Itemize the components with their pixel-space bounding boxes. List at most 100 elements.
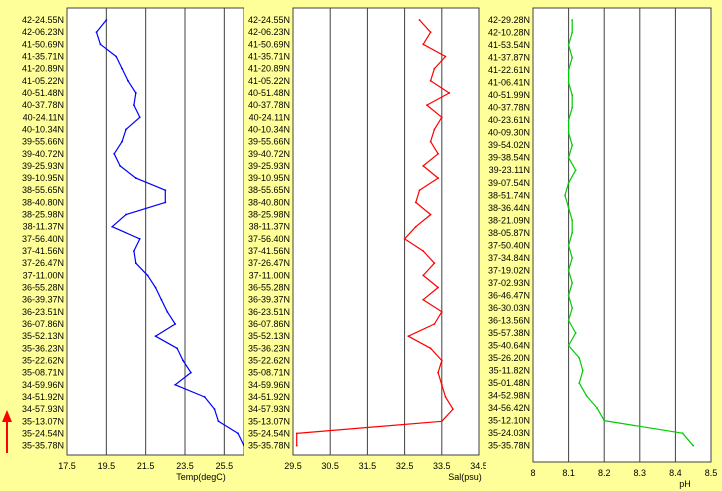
y-tick-label: 39-10.95N: [22, 173, 64, 183]
y-tick-label: 36-55.28N: [248, 283, 290, 293]
y-tick-label: 35-22.62N: [22, 355, 64, 365]
data-point: [422, 298, 425, 301]
data-point: [121, 140, 123, 143]
x-tick-label: 29.5: [284, 461, 302, 471]
y-tick-label: 38-11.37N: [249, 222, 290, 232]
data-point: [692, 444, 695, 447]
y-tick-label: 36-07.86N: [22, 319, 64, 329]
data-point: [596, 407, 598, 410]
data-point: [571, 56, 574, 59]
data-point: [571, 307, 574, 309]
data-point: [115, 55, 118, 58]
y-tick-label: 35-35.78N: [22, 441, 64, 451]
data-point: [127, 79, 129, 82]
y-tick-label: 37-26.47N: [22, 258, 64, 268]
data-point: [132, 250, 135, 252]
y-tick-label: 34-52.98N: [488, 391, 530, 401]
y-tick-label: 36-39.37N: [248, 295, 290, 305]
y-tick-label: 35-24.54N: [248, 428, 290, 438]
data-point: [567, 344, 570, 347]
y-tick-label: 41-05.22N: [22, 76, 64, 86]
y-tick-label: 35-52.13N: [22, 331, 64, 341]
data-point: [574, 332, 577, 334]
data-point: [295, 444, 298, 447]
y-tick-label: 38-25.98N: [248, 210, 290, 220]
data-point: [414, 201, 417, 204]
data-point: [134, 92, 137, 94]
data-point: [433, 262, 436, 265]
y-tick-label: 35-08.71N: [22, 368, 64, 378]
data-point: [190, 371, 192, 374]
data-point: [132, 104, 135, 107]
data-point: [154, 286, 157, 289]
data-point: [567, 206, 570, 209]
y-tick-label: 35-24.03N: [488, 428, 530, 438]
y-tick-label: 36-46.47N: [488, 290, 530, 300]
data-point: [574, 169, 577, 172]
series-line: [296, 19, 454, 446]
x-tick-label: 31.5: [359, 461, 377, 471]
series-line: [95, 19, 245, 446]
data-point: [111, 225, 114, 228]
y-tick-label: 41-20.89N: [22, 64, 64, 74]
y-tick-label: 40-10.34N: [248, 124, 290, 134]
data-point: [433, 323, 436, 325]
data-point: [437, 152, 439, 155]
y-tick-label: 38-11.37N: [23, 222, 64, 232]
data-point: [295, 432, 298, 435]
x-tick-label: 8.2: [598, 468, 611, 478]
data-point: [567, 81, 570, 84]
y-tick-label: 42-24.55N: [248, 15, 290, 25]
data-point: [567, 69, 570, 71]
x-tick-label: 8: [530, 468, 535, 478]
y-tick-label: 41-20.89N: [248, 64, 290, 74]
y-tick-label: 34-51.92N: [22, 392, 64, 402]
data-point: [105, 19, 108, 21]
y-tick-label: 39-55.66N: [248, 137, 290, 147]
y-tick-label: 37-34.84N: [488, 253, 530, 263]
y-tick-label: 40-37.78N: [488, 103, 530, 113]
y-tick-label: 41-05.22N: [248, 76, 290, 86]
data-point: [567, 181, 570, 184]
y-tick-label: 38-40.80N: [22, 197, 64, 207]
y-tick-label: 41-35.71N: [248, 51, 290, 61]
data-point: [567, 156, 570, 159]
data-point: [418, 19, 421, 21]
data-point: [571, 144, 574, 147]
data-point: [571, 219, 574, 222]
data-point: [121, 67, 123, 70]
y-tick-label: 34-57.93N: [248, 404, 290, 414]
x-tick-label: 19.5: [98, 461, 116, 471]
data-point: [166, 310, 169, 313]
data-point: [571, 106, 574, 109]
x-tick-label: 8.4: [669, 468, 682, 478]
y-tick-label: 35-40.64N: [488, 341, 530, 351]
y-tick-label: 42-10.28N: [488, 28, 530, 38]
y-tick-label: 35-13.07N: [22, 416, 64, 426]
data-point: [567, 119, 570, 122]
y-tick-label: 37-41.56N: [22, 246, 64, 256]
data-point: [440, 383, 443, 386]
y-tick-label: 35-35.78N: [488, 441, 530, 451]
y-tick-label: 35-52.13N: [248, 331, 290, 341]
y-tick-label: 39-55.66N: [22, 137, 64, 147]
y-tick-label: 35-24.54N: [22, 428, 64, 438]
x-tick-label: 32.5: [396, 461, 414, 471]
y-tick-label: 41-50.69N: [248, 39, 290, 49]
data-point: [429, 213, 432, 216]
y-tick-label: 35-26.20N: [488, 353, 530, 363]
y-tick-label: 42-06.23N: [22, 27, 64, 37]
y-tick-label: 38-25.98N: [22, 210, 64, 220]
y-tick-label: 41-22.61N: [488, 65, 530, 75]
x-tick-label: 17.5: [58, 461, 76, 471]
data-point: [581, 369, 584, 372]
y-tick-label: 40-24.11N: [23, 112, 64, 122]
y-tick-label: 34-59.96N: [22, 380, 64, 390]
data-point: [422, 274, 425, 277]
data-point: [414, 225, 417, 228]
x-axis-label: Sal(psu): [448, 472, 482, 482]
data-point: [113, 152, 116, 155]
y-tick-label: 39-23.11N: [489, 165, 530, 175]
